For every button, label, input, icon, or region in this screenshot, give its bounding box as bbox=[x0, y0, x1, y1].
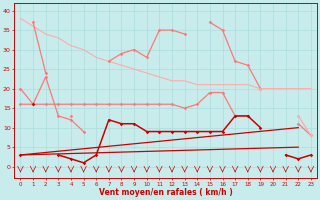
X-axis label: Vent moyen/en rafales ( km/h ): Vent moyen/en rafales ( km/h ) bbox=[99, 188, 233, 197]
